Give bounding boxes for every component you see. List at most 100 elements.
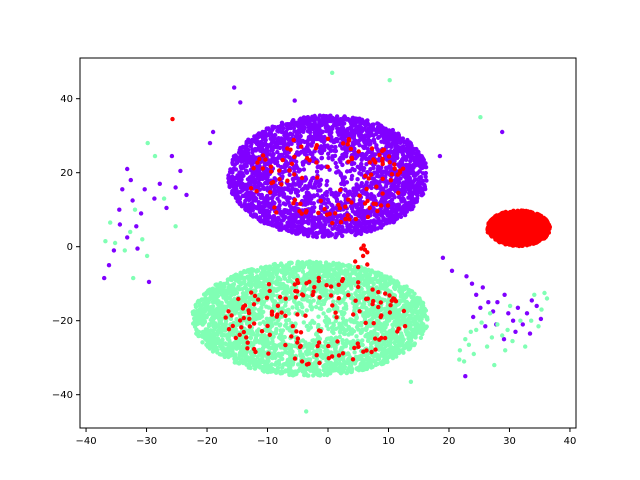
scatter-point: [157, 181, 162, 186]
scatter-point: [368, 167, 373, 172]
scatter-point: [350, 270, 355, 276]
scatter-point: [265, 148, 270, 154]
scatter-point: [365, 331, 371, 337]
scatter-point: [292, 98, 297, 103]
scatter-point: [313, 185, 318, 190]
scatter-point: [213, 341, 218, 347]
scatter-point: [256, 180, 261, 185]
scatter-point: [238, 100, 243, 105]
scatter-point: [248, 204, 253, 210]
scatter-point: [406, 187, 411, 192]
scatter-point: [360, 137, 366, 142]
scatter-point: [302, 151, 307, 157]
scatter-point: [227, 175, 232, 180]
scatter-point: [376, 129, 382, 135]
scatter-point: [320, 355, 326, 361]
scatter-point: [342, 115, 348, 120]
scatter-point: [376, 347, 382, 352]
scatter-point: [341, 354, 346, 360]
scatter-point: [200, 340, 205, 345]
scatter-point: [202, 296, 208, 301]
scatter-point: [244, 170, 250, 175]
scatter-point: [406, 292, 411, 297]
scatter-point: [408, 195, 413, 201]
scatter-point: [278, 336, 283, 341]
scatter-point: [325, 143, 330, 148]
scatter-point: [263, 135, 268, 140]
scatter-point: [337, 321, 342, 326]
scatter-point: [329, 130, 334, 135]
scatter-points: [102, 70, 552, 414]
scatter-point: [471, 314, 476, 320]
scatter-point: [412, 177, 417, 183]
scatter-point: [287, 122, 292, 127]
scatter-point: [273, 140, 278, 145]
scatter-point: [352, 167, 357, 173]
scatter-point: [276, 215, 281, 221]
scatter-point: [286, 136, 291, 142]
scatter-point: [311, 137, 316, 143]
scatter-point: [301, 167, 307, 172]
scatter-point: [311, 175, 316, 181]
scatter-point: [146, 279, 152, 285]
scatter-point: [338, 330, 343, 335]
scatter-point: [513, 329, 518, 334]
scatter-point: [409, 343, 415, 348]
scatter-point: [303, 202, 308, 207]
scatter-point: [356, 132, 362, 137]
scatter-point: [275, 149, 280, 155]
scatter-point: [230, 161, 236, 167]
scatter-point: [216, 302, 222, 308]
scatter-point: [358, 121, 363, 127]
scatter-point: [483, 324, 488, 329]
scatter-point: [310, 223, 315, 228]
scatter-point: [117, 222, 123, 227]
scatter-point: [270, 275, 276, 280]
scatter-point: [294, 212, 299, 217]
scatter-point: [332, 153, 338, 158]
scatter-point: [340, 120, 345, 125]
scatter-point: [320, 115, 325, 121]
scatter-point: [351, 193, 357, 198]
scatter-point: [327, 308, 332, 313]
scatter-point: [345, 127, 350, 132]
scatter-point: [283, 323, 288, 328]
scatter-point: [334, 136, 339, 142]
scatter-point: [282, 362, 287, 367]
scatter-point: [284, 318, 289, 323]
scatter-point: [520, 322, 525, 327]
scatter-point: [310, 363, 315, 369]
scatter-point: [359, 157, 364, 162]
scatter-point: [408, 154, 413, 160]
scatter-point: [346, 223, 351, 229]
scatter-point: [238, 164, 243, 169]
scatter-point: [347, 168, 353, 174]
scatter-point: [263, 367, 269, 373]
scatter-point: [408, 170, 414, 176]
scatter-point: [366, 142, 372, 147]
scatter-point: [277, 323, 282, 328]
scatter-point: [380, 358, 386, 364]
scatter-point: [359, 161, 364, 167]
scatter-point: [303, 175, 308, 180]
scatter-point: [506, 311, 511, 316]
scatter-point: [351, 320, 357, 325]
scatter-point: [300, 125, 305, 130]
scatter-point: [242, 277, 247, 282]
scatter-point: [258, 265, 264, 270]
scatter-point: [419, 316, 424, 322]
scatter-point: [280, 122, 285, 128]
scatter-point: [301, 186, 306, 191]
scatter-point: [400, 157, 405, 162]
scatter-point: [130, 198, 135, 203]
scatter-point: [207, 140, 213, 146]
scatter-point: [297, 119, 302, 125]
scatter-point: [277, 145, 283, 151]
scatter-point: [277, 192, 282, 198]
scatter-point: [257, 352, 262, 357]
scatter-point: [330, 125, 335, 130]
scatter-point: [357, 220, 362, 225]
scatter-point: [260, 368, 265, 373]
scatter-point: [247, 196, 252, 201]
